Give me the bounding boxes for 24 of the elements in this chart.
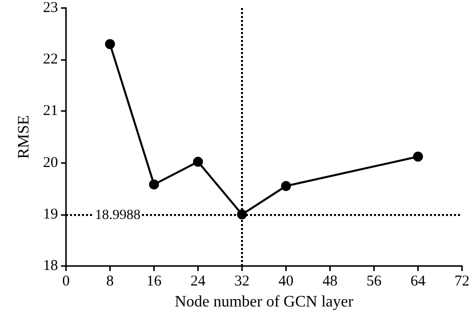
x-tick-label: 56	[366, 274, 382, 290]
y-tick-label: 19	[43, 206, 58, 222]
point	[149, 179, 159, 190]
x-tick-label: 72	[454, 274, 470, 290]
x-axis-title: Node number of GCN layer	[174, 293, 354, 310]
y-tick-label: 20	[43, 154, 58, 171]
point	[281, 181, 291, 192]
x-tick-label: 16	[146, 274, 162, 290]
point	[105, 39, 115, 50]
x-tick-label: 24	[190, 274, 206, 290]
y-tick-label: 18	[43, 258, 58, 274]
y-tick-label: 21	[43, 103, 58, 120]
x-tick-label: 40	[278, 274, 294, 290]
x-tick-label: 8	[106, 274, 114, 290]
x-tick-label: 32	[234, 274, 250, 290]
point	[413, 152, 423, 162]
ref-line-label: 18.9988	[95, 208, 140, 223]
x-tick-label: 64	[410, 274, 426, 290]
y-tick-label: 23	[43, 0, 58, 16]
y-tick-label: 22	[43, 52, 58, 68]
x-tick-label: 48	[322, 274, 338, 290]
x-tick-label: 0	[62, 274, 70, 290]
point	[193, 156, 203, 167]
y-axis-title: RMSE	[16, 115, 32, 159]
